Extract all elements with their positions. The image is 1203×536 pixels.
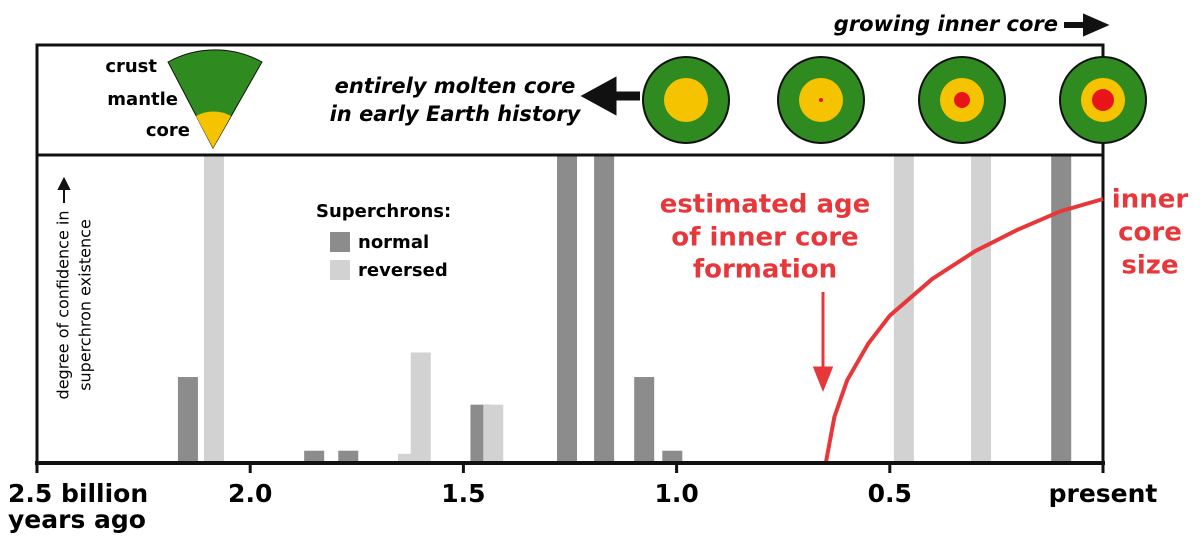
bar xyxy=(178,377,198,463)
x-tick-label: 0.5 xyxy=(868,479,912,508)
annotation: estimated age xyxy=(660,190,871,220)
molten-label: entirely molten core xyxy=(335,74,576,98)
bars xyxy=(178,156,1071,463)
legend-label: normal xyxy=(358,232,429,253)
bar xyxy=(594,156,614,463)
x-tick-label: 1.0 xyxy=(654,479,698,508)
y-label: degree of confidence in superchron exist… xyxy=(54,179,95,399)
core-label: core xyxy=(146,120,190,141)
curve-label: inner xyxy=(1112,185,1189,215)
bar xyxy=(557,156,577,463)
y-arrow xyxy=(59,179,69,203)
bar xyxy=(1051,156,1071,463)
growing-label: growing inner core xyxy=(834,12,1058,36)
x-tick-label: years ago xyxy=(8,505,146,534)
growing-arrow xyxy=(1064,18,1102,32)
earth-icons xyxy=(643,57,1146,143)
y-label-line: superchron existence xyxy=(76,219,95,391)
annotation: of inner core xyxy=(671,223,858,253)
y-label-line: degree of confidence in xyxy=(54,211,73,400)
bar xyxy=(483,405,503,463)
x-tick-label: 2.0 xyxy=(228,479,272,508)
x-tick-label: 2.5 billion xyxy=(8,479,148,508)
curve-label: core xyxy=(1118,218,1182,248)
legend-title: Superchrons: xyxy=(316,201,451,222)
molten-label: in early Earth history xyxy=(330,102,582,126)
curve-label: size xyxy=(1121,251,1178,281)
bar xyxy=(971,156,991,463)
bar xyxy=(634,377,654,463)
chart: growing inner core crust mantle core ent… xyxy=(0,0,1203,536)
x-tick-label: present xyxy=(1049,479,1158,508)
legend-label: reversed xyxy=(358,260,448,281)
legend-swatch xyxy=(330,232,350,252)
bar xyxy=(411,352,431,463)
x-tick-label: 1.5 xyxy=(441,479,485,508)
annotation-arrow xyxy=(815,292,831,388)
annotation: formation xyxy=(693,255,837,285)
bar xyxy=(204,156,224,463)
mantle-label: mantle xyxy=(107,89,178,110)
wedge-core xyxy=(196,111,231,148)
molten-arrow xyxy=(590,84,640,108)
legend-swatch xyxy=(330,260,350,280)
crust-label: crust xyxy=(105,56,157,77)
